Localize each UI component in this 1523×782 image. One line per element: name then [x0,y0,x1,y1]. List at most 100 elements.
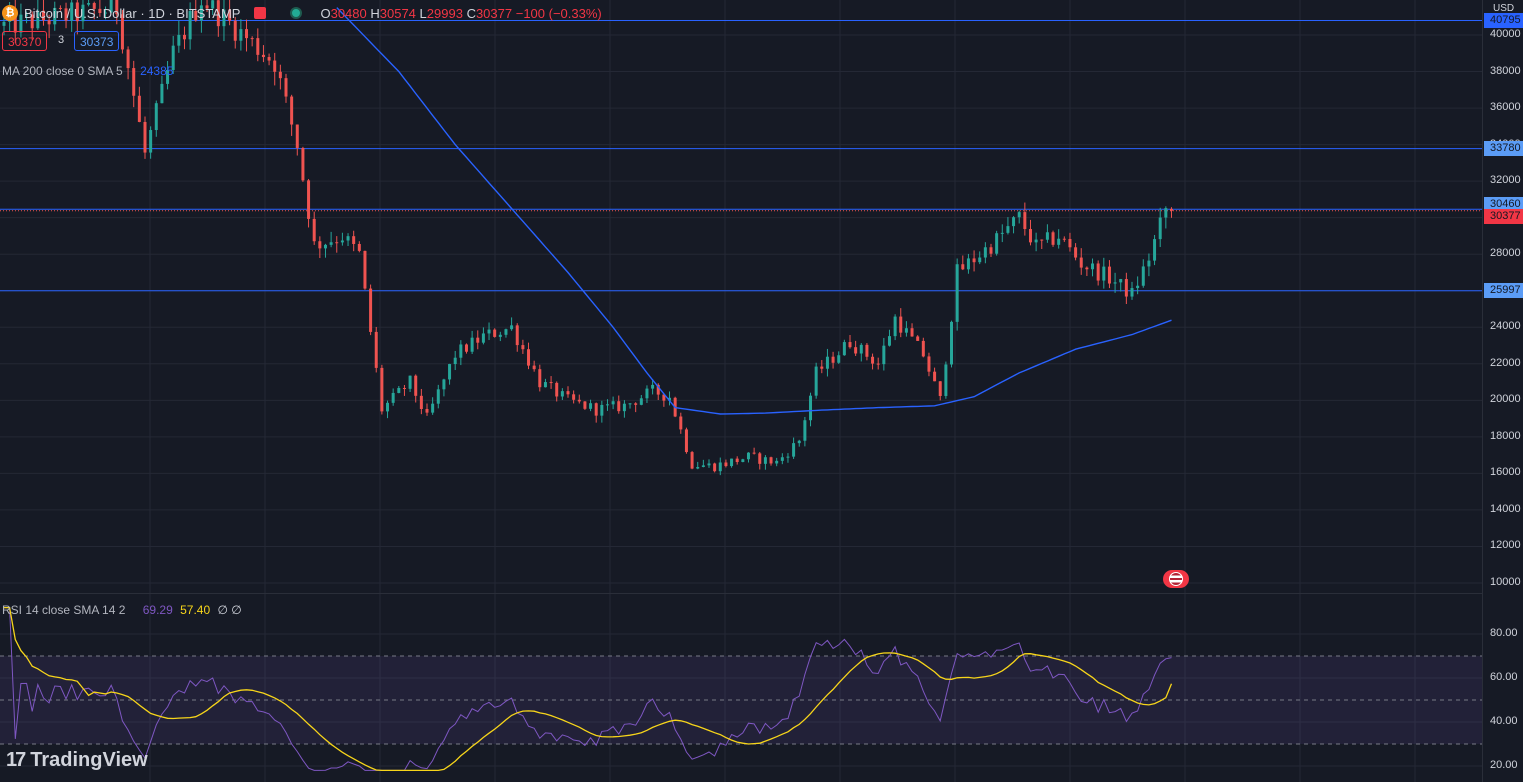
candle-body [549,382,553,384]
candle-body [194,10,198,21]
candle-body [1153,239,1157,261]
candle-body [921,340,925,357]
candle-body [126,49,130,69]
candle-body [211,0,215,9]
candle-body [662,394,666,401]
candle-body [916,336,920,341]
price-tick-label: 20000 [1490,393,1521,406]
candle-body [786,456,790,458]
candle-body [481,333,485,343]
price-tick-label: 32000 [1490,174,1521,187]
candle-body [555,382,559,397]
candle-body [871,356,875,364]
candle-body [30,14,34,29]
candle-body [250,38,254,40]
close-value: 30377 [475,5,513,21]
candle-body [166,69,170,84]
candle-body [120,14,124,50]
spread-value: 3 [58,34,65,46]
sell-button[interactable]: 30370 [2,31,48,51]
candle-body [1085,267,1089,270]
ma-legend[interactable]: MA 200 close 0 SMA 5 24385 [2,64,173,78]
ma-legend-value: 24385 [140,64,174,78]
candle-body [938,381,942,396]
candle-body [267,57,271,61]
candle-body [261,54,265,58]
grid-lines [0,0,1482,782]
buy-button[interactable]: 30373 [74,31,120,51]
candle-body [1012,217,1016,227]
ma-legend-label: MA 200 close 0 SMA 5 [2,64,123,78]
candle-body [1113,282,1117,284]
candle-body [735,458,739,463]
candle-body [532,365,536,370]
candle-body [763,457,767,464]
candle-body [927,356,931,372]
candle-body [910,328,914,337]
candle-body [1068,238,1072,248]
candle-body [882,345,886,365]
candle-body [431,403,435,413]
candle-body [476,337,480,343]
candle-body [634,403,638,405]
candle-body [617,401,621,412]
candle-body [2,21,6,26]
candle-body [899,316,903,333]
candle-body [53,7,57,25]
ma-line [336,7,1172,415]
candle-body [769,457,773,464]
tradingview-logo[interactable]: 17 TradingView [6,749,148,772]
candle-body [775,460,779,464]
candle-body [1158,217,1162,240]
candle-body [887,336,891,346]
candle-body [605,404,609,406]
candle-body [1107,266,1111,284]
candle-body [177,34,181,46]
candle-body [408,375,412,389]
candle-body [656,384,660,395]
symbol-title[interactable]: Bitcoin / U.S. Dollar · 1D · BITSTAMP [24,5,241,21]
candles [2,0,1173,476]
candle-body [397,388,401,393]
market-status-icon[interactable] [290,7,303,19]
candle-body [81,4,85,22]
price-tag: 30460 [1484,197,1523,213]
candle-body [143,121,147,153]
candle-body [538,369,542,388]
horizontal-lines[interactable] [0,19,1482,292]
candle-body [498,334,502,337]
candle-body [256,38,260,55]
flag-icon[interactable] [254,7,267,19]
price-tick-label: 24000 [1490,320,1521,333]
candle-body [104,12,108,14]
candle-body [566,391,570,395]
candle-body [995,233,999,254]
candle-body [668,397,672,401]
price-tick-label: 18000 [1490,429,1521,442]
candle-body [854,347,858,354]
rsi-extra: ∅ ∅ [217,603,242,617]
candle-body [1147,260,1151,267]
price-tick-label: 38000 [1490,64,1521,77]
candle-body [1045,232,1049,240]
price-tag: 40795 [1484,12,1523,28]
candle-body [278,71,282,79]
candle-body [876,363,880,365]
price-tick-label: 10000 [1490,576,1521,588]
candle-body [448,364,452,380]
bitcoin-icon: ₿ [2,5,18,21]
candle-body [978,257,982,263]
candle-body [803,420,807,441]
candle-body [1141,266,1145,286]
candle-body [47,20,51,25]
us-flag-event-icon[interactable] [1163,570,1189,588]
candle-body [352,236,356,244]
rsi-tick-label: 80.00 [1490,627,1518,639]
low-value: 29993 [426,5,463,21]
candle-body [572,394,576,400]
candle-body [1023,212,1027,229]
candle-body [453,357,457,365]
rsi-legend[interactable]: RSI 14 close SMA 14 2 69.29 57.40 ∅ ∅ [2,603,242,617]
candle-body [521,345,525,350]
